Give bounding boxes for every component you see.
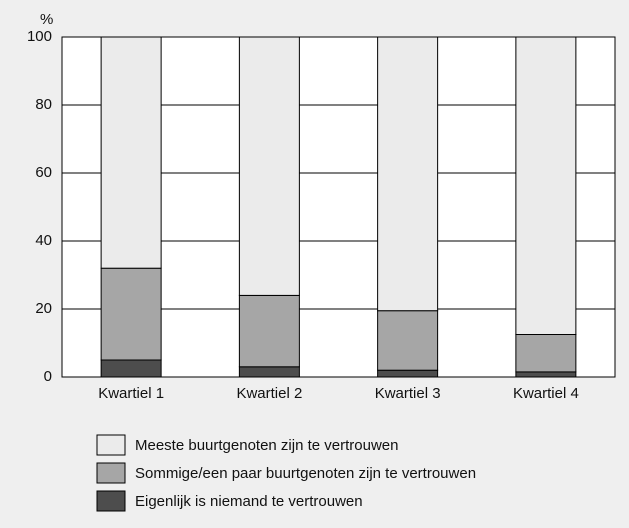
bar-segment [377,36,439,312]
legend-label: Meeste buurtgenoten zijn te vertrouwen [135,437,399,454]
y-tick-label: 20 [35,300,52,317]
legend-swatch [96,462,126,484]
bar-segment [377,310,439,371]
bar-segment [238,294,300,368]
y-tick-label: 0 [44,368,52,385]
bar-segment [377,369,439,378]
legend-swatch [96,434,126,456]
legend-swatch [96,490,126,512]
bar-segment [238,36,300,296]
legend-label: Eigenlijk is niemand te vertrouwen [135,493,363,510]
y-axis-label: % [40,11,53,28]
bar-segment [100,36,162,269]
bar-segment [515,371,577,378]
bar-segment [515,36,577,335]
y-tick-label: 100 [27,28,52,45]
bar-segment [515,334,577,373]
legend-label: Sommige/een paar buurtgenoten zijn te ve… [135,465,476,482]
bar-segment [100,359,162,378]
y-tick-label: 80 [35,96,52,113]
y-tick-label: 60 [35,164,52,181]
x-tick-label: Kwartiel 3 [375,385,441,402]
x-tick-label: Kwartiel 1 [98,385,164,402]
x-tick-label: Kwartiel 2 [236,385,302,402]
bar-segment [100,267,162,361]
bar-segment [238,366,300,378]
y-tick-label: 40 [35,232,52,249]
x-tick-label: Kwartiel 4 [513,385,579,402]
